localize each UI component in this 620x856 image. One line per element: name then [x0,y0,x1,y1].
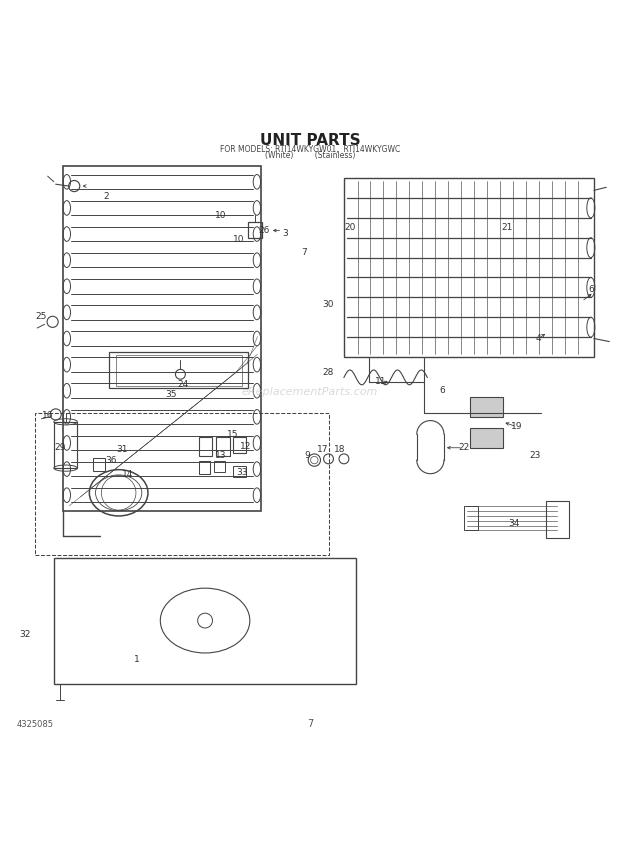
Text: 13: 13 [215,451,226,461]
Text: UNIT PARTS: UNIT PARTS [260,133,360,148]
Text: 16: 16 [42,411,53,420]
Text: 31: 31 [116,445,128,454]
Text: 32: 32 [19,630,30,639]
Text: 3: 3 [283,229,288,238]
Text: 25: 25 [36,312,47,321]
Text: 28: 28 [323,368,334,377]
Bar [464,507,478,530]
Bar [93,458,105,471]
Bar [109,352,248,388]
Text: 14: 14 [122,470,133,479]
Text: 36: 36 [105,456,117,465]
Text: 21: 21 [502,223,513,232]
Bar [215,461,226,473]
Text: 7: 7 [301,247,307,257]
Bar [248,223,262,238]
Text: 26: 26 [258,226,270,235]
Text: 35: 35 [166,389,177,399]
Text: 11: 11 [375,377,387,386]
Bar [63,166,260,511]
Text: 20: 20 [345,223,356,232]
Text: 4325085: 4325085 [17,720,54,728]
Bar [233,467,246,478]
Bar [54,557,356,684]
Bar [546,501,569,538]
Text: 30: 30 [323,300,334,309]
Bar [344,178,594,357]
Text: FOR MODELS: RTI14WKYGW01,  RTI14WKYGWC: FOR MODELS: RTI14WKYGW01, RTI14WKYGWC [220,145,400,153]
Text: 12: 12 [239,442,251,451]
Text: 17: 17 [317,445,328,454]
Bar [234,437,246,453]
Text: 34: 34 [508,520,520,528]
Text: 18: 18 [334,445,345,454]
Text: 9: 9 [304,451,310,461]
Text: 15: 15 [227,430,239,438]
Text: 10: 10 [215,211,226,219]
Bar [35,413,329,555]
Text: 19: 19 [511,422,523,431]
Bar [216,437,230,455]
Text: 4: 4 [536,334,541,343]
Text: 33: 33 [236,468,248,477]
Bar [471,428,503,448]
Bar [115,355,242,386]
Bar [199,461,210,474]
Text: 6: 6 [440,386,446,395]
Text: eReplacementParts.com: eReplacementParts.com [242,387,378,397]
Text: 7: 7 [307,719,313,729]
Text: 6: 6 [588,285,594,294]
Bar [471,397,503,417]
Text: 10: 10 [233,235,245,244]
Bar [199,437,213,455]
Text: 24: 24 [178,380,189,389]
Bar [54,422,78,468]
Text: 2: 2 [104,192,109,201]
Text: 22: 22 [459,443,470,452]
Text: 23: 23 [529,451,541,461]
Text: 29: 29 [55,443,66,452]
Text: (White)         (Stainless): (White) (Stainless) [265,151,355,160]
Text: 1: 1 [135,655,140,664]
